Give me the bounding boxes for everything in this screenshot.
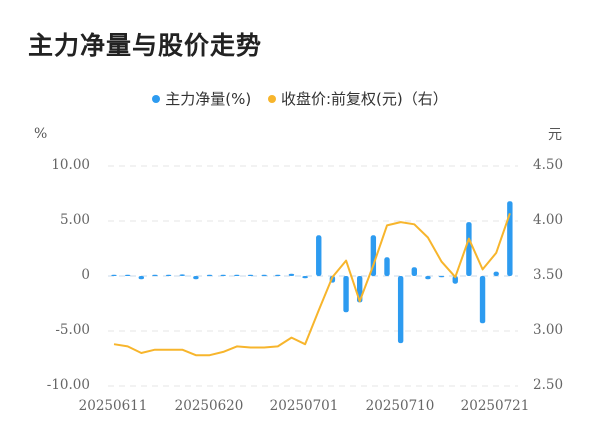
- bar-series-main-net: [111, 201, 513, 344]
- right-tick: 2.50: [533, 377, 564, 393]
- bar: [247, 274, 254, 276]
- gridlines: [108, 165, 518, 387]
- bar: [220, 274, 226, 276]
- bar: [111, 274, 117, 276]
- bar: [370, 235, 377, 276]
- right-tick: 3.00: [533, 322, 564, 338]
- x-tick: 20250721: [460, 398, 530, 414]
- chart-title: 主力净量与股价走势: [28, 31, 263, 60]
- left-tick: 5.00: [59, 212, 90, 228]
- bar: [438, 276, 445, 278]
- x-tick: 20250701: [269, 398, 339, 414]
- chart-legend: 主力净量(%) 收盘价:前复权(元)（右）: [0, 88, 600, 109]
- legend-item-main-net[interactable]: 主力净量(%): [152, 88, 251, 109]
- left-axis-unit: %: [34, 126, 48, 142]
- bar: [138, 276, 144, 280]
- bar: [275, 274, 281, 276]
- bar: [479, 276, 486, 324]
- x-tick: 20250710: [365, 398, 435, 414]
- bar: [234, 274, 240, 276]
- right-axis-unit: 元: [548, 127, 562, 143]
- bar: [193, 276, 199, 280]
- bar: [493, 271, 499, 276]
- legend-dot-icon: [152, 94, 161, 103]
- bar: [411, 267, 417, 276]
- right-tick: 3.50: [533, 267, 564, 283]
- right-tick: 4.50: [533, 157, 564, 173]
- left-tick: 10.00: [51, 157, 90, 173]
- bar: [152, 274, 158, 276]
- bar: [302, 276, 308, 279]
- bar: [206, 274, 213, 276]
- bar: [397, 276, 404, 344]
- legend-dot-icon: [267, 94, 276, 103]
- bar: [452, 276, 458, 284]
- bar: [261, 274, 267, 276]
- line-series-close-price: [113, 212, 511, 357]
- legend-label: 主力净量(%): [165, 90, 252, 108]
- left-tick: -5.00: [55, 322, 90, 338]
- bar: [179, 274, 185, 276]
- bar: [384, 257, 390, 276]
- bar: [343, 276, 349, 313]
- x-tick: 20250611: [78, 398, 148, 414]
- left-tick: -10.00: [46, 377, 90, 393]
- legend-item-close-price[interactable]: 收盘价:前复权(元)（右）: [267, 88, 448, 109]
- bar: [316, 235, 322, 276]
- bar: [425, 276, 431, 280]
- legend-label: 收盘价:前复权(元)（右）: [280, 90, 448, 108]
- bar: [466, 222, 472, 276]
- bar: [288, 273, 295, 276]
- left-tick: 0: [81, 267, 90, 283]
- bar: [124, 274, 131, 276]
- bar: [165, 274, 172, 276]
- x-tick: 20250620: [174, 398, 244, 414]
- right-tick: 4.00: [533, 212, 564, 228]
- price-line: [113, 212, 511, 357]
- bar: [507, 201, 513, 276]
